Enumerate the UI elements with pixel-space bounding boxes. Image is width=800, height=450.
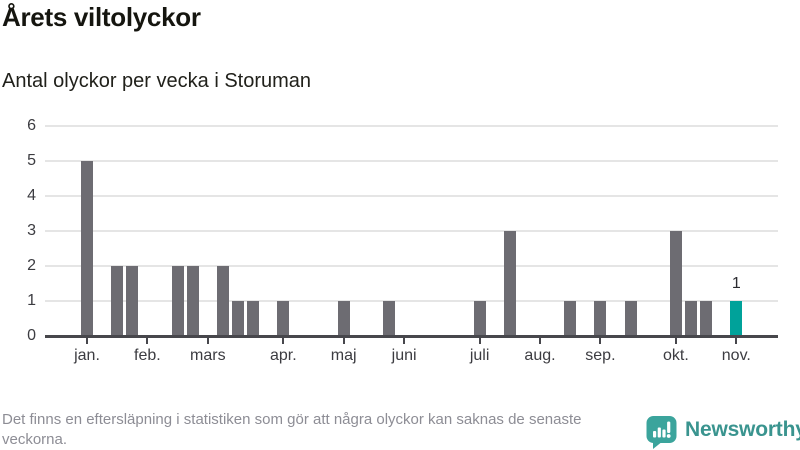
- month-label: apr.: [269, 347, 297, 364]
- bar: [685, 301, 697, 336]
- bar: [111, 266, 124, 336]
- bar: [216, 266, 229, 336]
- y-axis-label: 4: [27, 187, 36, 204]
- gridline: [45, 265, 778, 267]
- month-label: mars: [190, 347, 226, 364]
- y-axis-label: 6: [27, 117, 36, 134]
- gridline: [45, 230, 778, 232]
- bar: [669, 231, 682, 336]
- newsworthy-logo-text: Newsworthy: [685, 418, 800, 441]
- bar: [81, 161, 93, 336]
- bar: [247, 301, 260, 336]
- footer-note: Det finns en eftersläpning i statistiken…: [2, 411, 582, 448]
- month-label: sep.: [585, 347, 616, 364]
- bar: [277, 301, 290, 336]
- month-tick: [539, 338, 541, 344]
- bar: [171, 266, 184, 336]
- x-axis-baseline: [45, 335, 778, 338]
- month-tick: [735, 338, 738, 344]
- month-tick: [86, 338, 88, 344]
- month-tick: [206, 338, 209, 344]
- bar: [564, 301, 577, 336]
- gridline: [45, 160, 778, 162]
- month-label: nov.: [721, 347, 751, 364]
- bar: [473, 301, 486, 336]
- bar: [624, 301, 637, 336]
- gridline: [45, 300, 778, 302]
- bar: [126, 266, 139, 336]
- y-axis-label: 5: [27, 152, 36, 169]
- month-tick: [342, 338, 345, 344]
- page-title: Årets viltolyckor: [2, 2, 201, 32]
- bar: [186, 266, 199, 336]
- bar-chart-bubble-icon: [646, 416, 677, 449]
- gridline: [45, 195, 778, 197]
- bar: [700, 301, 713, 336]
- y-axis-label: 3: [27, 222, 36, 239]
- month-label: juni: [391, 347, 417, 364]
- month-tick: [146, 338, 149, 344]
- bar: [232, 301, 244, 336]
- bar: [383, 301, 395, 336]
- chart-subtitle: Antal olyckor per vecka i Storuman: [2, 70, 312, 92]
- y-axis-label: 1: [27, 292, 36, 309]
- month-label: feb.: [134, 347, 161, 364]
- y-axis-label: 0: [27, 327, 36, 344]
- bar: [503, 231, 516, 336]
- month-label: okt.: [662, 347, 689, 364]
- bar: [337, 301, 350, 336]
- month-tick: [599, 338, 602, 344]
- month-tick: [282, 338, 285, 344]
- month-tick: [674, 338, 677, 344]
- bar-highlighted: [730, 301, 743, 336]
- month-label: aug.: [524, 347, 556, 364]
- month-label: jan.: [74, 347, 100, 364]
- y-axis-label: 2: [27, 257, 36, 274]
- month-tick: [478, 338, 481, 344]
- gridline: [45, 125, 778, 127]
- month-tick: [403, 338, 406, 344]
- bar: [594, 301, 607, 336]
- last-value-label: 1: [731, 275, 741, 292]
- month-label: maj: [330, 347, 357, 364]
- newsworthy-logo: Newsworthy: [645, 414, 800, 450]
- month-label: juli: [469, 347, 490, 364]
